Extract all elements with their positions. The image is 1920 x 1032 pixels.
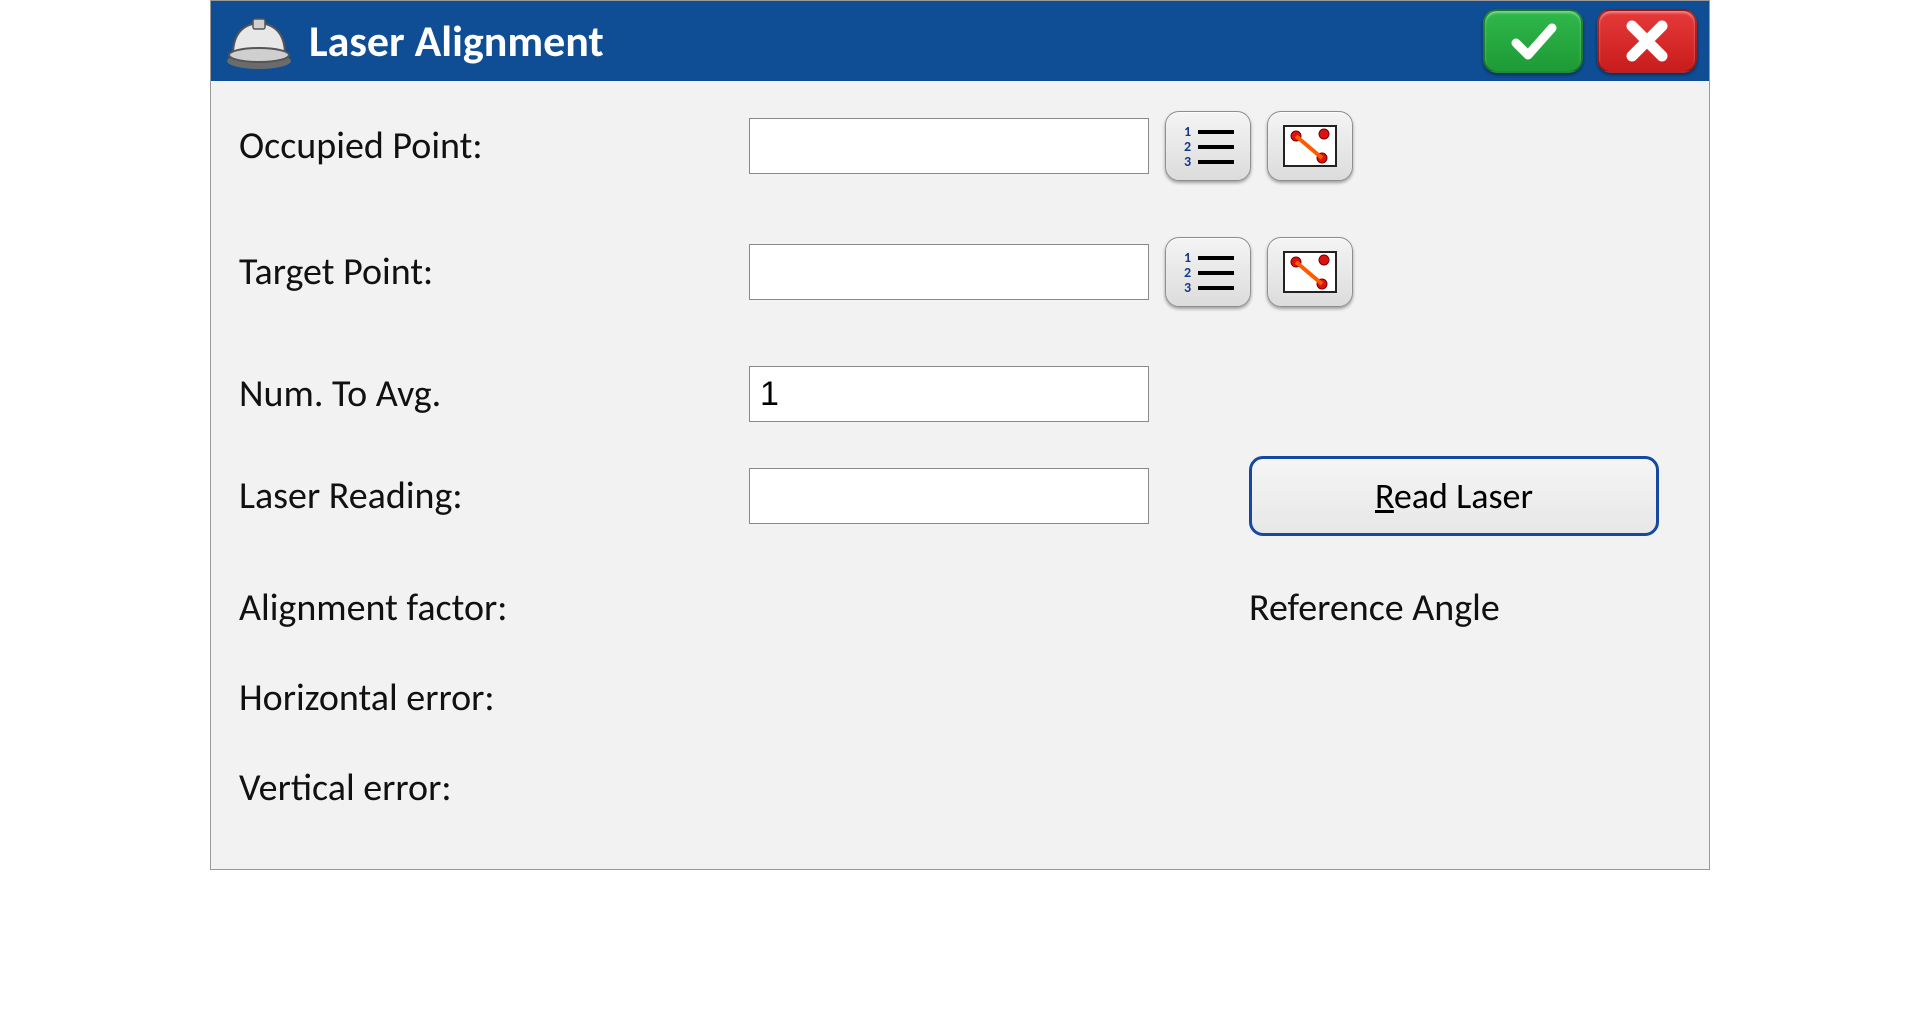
svg-text:3: 3 xyxy=(1184,279,1191,296)
target-point-input[interactable] xyxy=(749,244,1149,300)
point-list-icon: 1 2 3 xyxy=(1178,248,1238,296)
row-vertical-error: Vertical error: xyxy=(239,757,1681,819)
pick-from-map-icon xyxy=(1280,248,1340,296)
point-list-icon: 1 2 3 xyxy=(1178,122,1238,170)
alignment-factor-label: Alignment factor: xyxy=(239,585,749,631)
dialog-title: Laser Alignment xyxy=(309,14,1469,68)
title-bar: Laser Alignment xyxy=(211,1,1709,81)
ok-button[interactable] xyxy=(1483,9,1583,73)
row-horizontal-error: Horizontal error: xyxy=(239,667,1681,729)
occupied-point-label: Occupied Point: xyxy=(239,123,749,169)
laser-reading-input[interactable] xyxy=(749,468,1149,524)
row-occupied-point: Occupied Point: 1 2 3 xyxy=(239,111,1681,181)
dialog-body: Occupied Point: 1 2 3 xyxy=(211,81,1709,869)
num-to-avg-input[interactable] xyxy=(749,366,1149,422)
row-num-to-avg: Num. To Avg. xyxy=(239,363,1681,425)
horizontal-error-label: Horizontal error: xyxy=(239,675,749,721)
row-laser-reading: Laser Reading: Read Laser xyxy=(239,465,1681,527)
row-target-point: Target Point: 1 2 3 xyxy=(239,237,1681,307)
num-to-avg-label: Num. To Avg. xyxy=(239,371,749,417)
laser-reading-label: Laser Reading: xyxy=(239,473,749,519)
occupied-point-input[interactable] xyxy=(749,118,1149,174)
x-icon xyxy=(1622,16,1672,66)
read-laser-button[interactable]: Read Laser xyxy=(1249,456,1659,536)
dialog-window: Laser Alignment Occupied Point: 1 2 3 xyxy=(210,0,1710,870)
occupied-point-list-button[interactable]: 1 2 3 xyxy=(1165,111,1251,181)
check-icon xyxy=(1508,16,1558,66)
svg-text:3: 3 xyxy=(1184,153,1191,170)
app-logo-icon xyxy=(223,11,295,71)
target-point-map-button[interactable] xyxy=(1267,237,1353,307)
occupied-point-map-button[interactable] xyxy=(1267,111,1353,181)
vertical-error-label: Vertical error: xyxy=(239,765,749,811)
pick-from-map-icon xyxy=(1280,122,1340,170)
row-alignment-factor: Alignment factor: Reference Angle xyxy=(239,577,1681,639)
target-point-list-button[interactable]: 1 2 3 xyxy=(1165,237,1251,307)
cancel-button[interactable] xyxy=(1597,9,1697,73)
target-point-label: Target Point: xyxy=(239,249,749,295)
reference-angle-label: Reference Angle xyxy=(1249,585,1500,631)
